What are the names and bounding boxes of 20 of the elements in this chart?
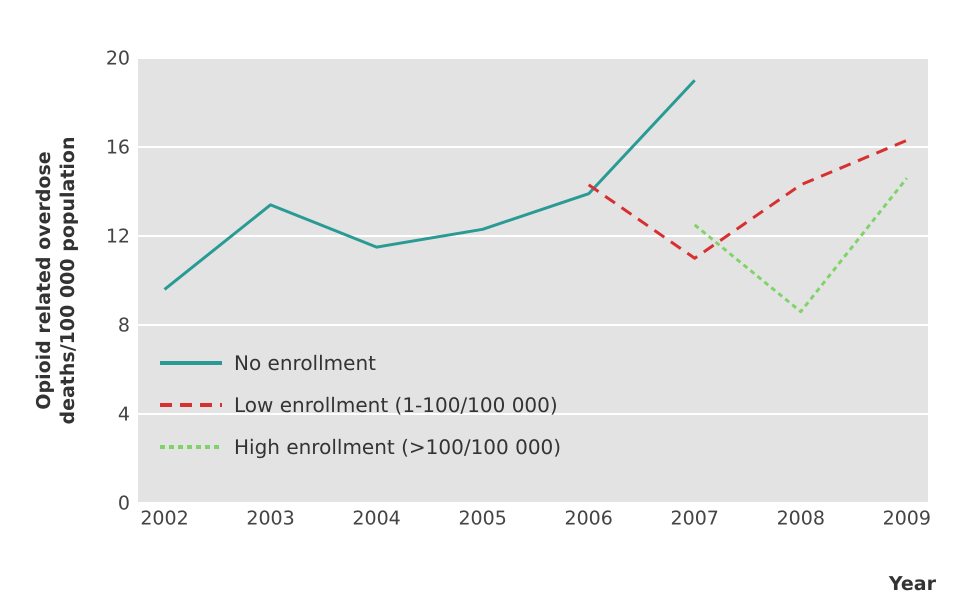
x-tick-label: 2004 xyxy=(352,507,401,530)
y-tick-label: 4 xyxy=(118,404,130,426)
y-tick-label: 0 xyxy=(118,492,130,515)
legend-label: High enrollment (>100/100 000) xyxy=(234,434,562,461)
x-axis-title: Year xyxy=(888,573,936,595)
y-axis-title: Opioid related overdose deaths/100 000 population xyxy=(33,136,79,425)
y-tick-label: 12 xyxy=(106,226,130,248)
y-tick-label: 16 xyxy=(106,136,130,159)
line-series xyxy=(163,78,696,291)
x-tick-label: 2009 xyxy=(882,507,931,530)
x-tick-label: 2002 xyxy=(140,507,189,530)
legend-label: Low enrollment (1-100/100 000) xyxy=(234,392,558,419)
y-tick-label: 8 xyxy=(118,314,130,337)
x-tick-label: 2005 xyxy=(458,507,507,530)
x-tick-label: 2007 xyxy=(670,507,719,530)
x-tick-label: 2003 xyxy=(246,507,295,530)
legend-label: No enrollment xyxy=(234,350,376,377)
x-tick-label: 2008 xyxy=(776,507,825,530)
y-tick-label: 20 xyxy=(106,48,130,70)
x-tick-label: 2006 xyxy=(564,507,613,530)
